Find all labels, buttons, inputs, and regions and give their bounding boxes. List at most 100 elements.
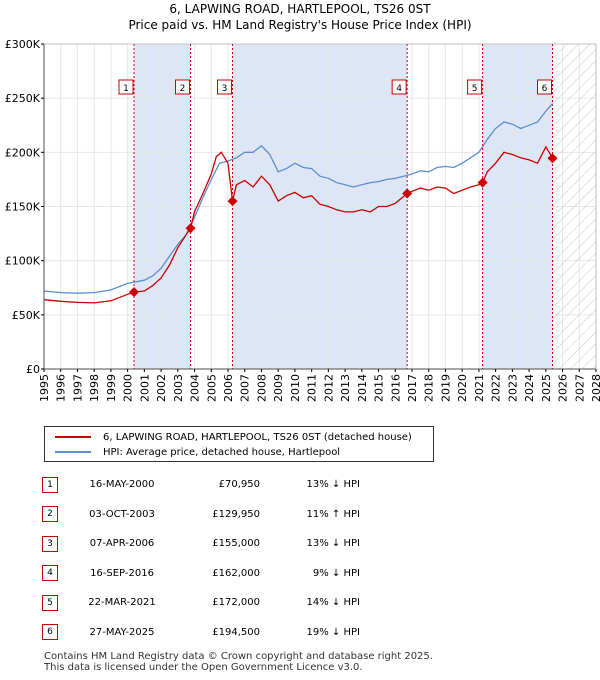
x-tick-label: 2001 xyxy=(138,374,151,402)
y-tick-label: £250K xyxy=(5,92,41,105)
sale-hpi-diff: 13% ↓ HPI xyxy=(306,538,360,550)
sale-label-text: 4 xyxy=(396,84,402,94)
sale-label-text: 2 xyxy=(180,84,186,94)
sale-date: 03-OCT-2003 xyxy=(89,508,155,520)
table-row: 4 16-SEP-2016 £162,000 9% ↓ HPI xyxy=(42,559,360,589)
sale-price: £155,000 xyxy=(212,538,260,550)
x-tick-label: 2022 xyxy=(490,374,503,402)
sale-point xyxy=(477,177,488,188)
legend-swatch-hpi xyxy=(55,451,91,453)
sale-label-frame xyxy=(537,79,553,95)
sale-point xyxy=(227,196,238,207)
x-tick-label: 2008 xyxy=(255,374,268,402)
y-tick-label: £200K xyxy=(5,146,41,159)
sale-number-badge: 4 xyxy=(42,565,58,582)
x-tick-label: 2019 xyxy=(439,374,452,402)
forecast-hatch xyxy=(552,44,596,369)
y-tick-label: £150K xyxy=(5,201,41,214)
sale-price: £172,000 xyxy=(212,597,260,609)
y-tick-label: £0 xyxy=(26,363,40,376)
footer-copyright: Contains HM Land Registry data © Crown c… xyxy=(44,651,433,662)
x-tick-label: 2020 xyxy=(456,374,469,402)
x-tick-label: 2013 xyxy=(339,374,352,402)
x-tick-label: 1995 xyxy=(38,374,51,402)
x-tick-label: 2018 xyxy=(423,374,436,402)
sale-label-frame xyxy=(217,79,233,95)
sale-label-text: 5 xyxy=(472,84,478,94)
sale-price: £162,000 xyxy=(212,567,260,579)
sale-number-badge: 3 xyxy=(42,535,58,552)
x-tick-label: 2006 xyxy=(222,374,235,402)
sale-label-frame xyxy=(467,79,483,95)
x-tick-label: 2015 xyxy=(373,374,386,402)
sale-label-box: 5 xyxy=(467,79,483,95)
sale-point xyxy=(185,223,196,234)
chart-legend: 6, LAPWING ROAD, HARTLEPOOL, TS26 0ST (d… xyxy=(44,426,434,462)
x-tick-label: 2021 xyxy=(473,374,486,402)
sale-date: 07-APR-2006 xyxy=(89,538,155,550)
chart-title: 6, LAPWING ROAD, HARTLEPOOL, TS26 0ST xyxy=(169,2,431,16)
sale-price: £70,950 xyxy=(218,479,260,491)
table-row: 5 22-MAR-2021 £172,000 14% ↓ HPI xyxy=(42,588,360,618)
chart-subtitle: Price paid vs. HM Land Registry's House … xyxy=(128,18,472,32)
x-tick-label: 2016 xyxy=(389,374,402,402)
legend-swatch-property xyxy=(55,436,91,438)
sale-hpi-diff: 11% ↑ HPI xyxy=(306,508,360,520)
x-tick-label: 1998 xyxy=(88,374,101,402)
footer: Contains HM Land Registry data © Crown c… xyxy=(44,651,433,673)
sale-label-frame xyxy=(175,79,191,95)
sale-label-text: 1 xyxy=(123,84,129,94)
sale-label-frame xyxy=(391,79,407,95)
footer-licence: This data is licensed under the Open Gov… xyxy=(44,662,363,673)
sale-hpi-diff: 13% ↓ HPI xyxy=(306,479,360,491)
price-chart: 1 2 3 4 5 6 £0 £50K £100K £150K £200K £250K £300K 19… xyxy=(5,38,600,402)
x-tick-label: 2000 xyxy=(122,374,135,402)
sale-point xyxy=(402,188,413,199)
sale-label-text: 3 xyxy=(222,84,228,94)
sale-hpi-diff: 14% ↓ HPI xyxy=(306,597,360,609)
y-tick-label: £300K xyxy=(5,38,41,51)
x-tick-label: 2003 xyxy=(172,374,185,402)
sale-date: 22-MAR-2021 xyxy=(88,597,156,609)
table-row: 1 16-MAY-2000 £70,950 13% ↓ HPI xyxy=(42,470,360,500)
sale-label-box: 2 xyxy=(175,79,191,95)
x-tick-label: 2005 xyxy=(205,374,218,402)
x-tick-label: 2017 xyxy=(406,374,419,402)
sale-price: £129,950 xyxy=(212,508,260,520)
x-tick-label: 1999 xyxy=(105,374,118,402)
x-tick-label: 2004 xyxy=(189,374,202,402)
table-row: 6 27-MAY-2025 £194,500 19% ↓ HPI xyxy=(42,618,360,648)
series-line-hpi xyxy=(43,103,553,294)
x-tick-label: 2007 xyxy=(239,374,252,402)
sale-number-badge: 1 xyxy=(42,476,58,493)
sale-date: 27-MAY-2025 xyxy=(89,626,155,638)
x-tick-label: 2028 xyxy=(590,374,600,402)
sale-label-box: 4 xyxy=(391,79,407,95)
sale-hpi-diff: 9% ↓ HPI xyxy=(312,567,360,579)
x-tick-label: 2009 xyxy=(272,374,285,402)
legend-label-hpi: HPI: Average price, detached house, Hart… xyxy=(103,446,341,458)
sale-hpi-diff: 19% ↓ HPI xyxy=(306,626,360,638)
sale-label-box: 3 xyxy=(217,79,233,95)
legend-item-property: 6, LAPWING ROAD, HARTLEPOOL, TS26 0ST (d… xyxy=(55,430,412,444)
sale-number-badge: 6 xyxy=(42,624,58,641)
sale-number-badge: 2 xyxy=(42,506,58,523)
x-tick-label: 2012 xyxy=(322,374,335,402)
table-row: 2 03-OCT-2003 £129,950 11% ↑ HPI xyxy=(42,500,360,530)
sale-label-box: 1 xyxy=(118,79,134,95)
y-tick-label: £100K xyxy=(5,255,41,268)
sale-price: £194,500 xyxy=(212,626,260,638)
sale-label-frame xyxy=(118,79,134,95)
x-tick-label: 1996 xyxy=(55,374,68,402)
x-tick-label: 1997 xyxy=(71,374,84,402)
x-tick-label: 2026 xyxy=(557,374,570,402)
sale-number-badge: 5 xyxy=(42,594,58,611)
sales-table: 1 16-MAY-2000 £70,950 13% ↓ HPI 2 03-OCT-2003… xyxy=(42,470,360,647)
sale-label-box: 6 xyxy=(537,79,553,95)
x-tick-label: 2010 xyxy=(289,374,302,402)
legend-item-hpi: HPI: Average price, detached house, Hart… xyxy=(55,445,340,459)
x-tick-label: 2025 xyxy=(540,374,553,402)
sale-date: 16-MAY-2000 xyxy=(89,479,155,491)
sale-date: 16-SEP-2016 xyxy=(90,567,154,579)
legend-label-property: 6, LAPWING ROAD, HARTLEPOOL, TS26 0ST (d… xyxy=(103,431,412,443)
